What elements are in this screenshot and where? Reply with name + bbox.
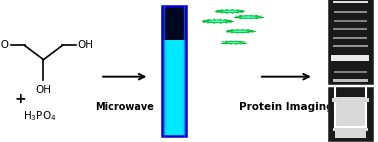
Ellipse shape [231, 30, 249, 33]
Bar [335, 97, 366, 138]
Bar [328, 0, 373, 84]
Bar [333, 28, 367, 30]
Ellipse shape [221, 10, 239, 13]
Text: Protein Imaging: Protein Imaging [239, 102, 334, 112]
Bar [332, 55, 369, 61]
Bar [328, 87, 373, 141]
Text: HO: HO [0, 40, 9, 50]
Bar [332, 99, 369, 102]
Text: Microwave: Microwave [95, 102, 154, 112]
Bar [333, 79, 368, 82]
Bar [333, 128, 368, 131]
Text: OH: OH [77, 40, 93, 50]
Ellipse shape [208, 20, 227, 23]
Bar [334, 20, 367, 22]
Bar [162, 6, 186, 136]
Text: H$_3$PO$_4$: H$_3$PO$_4$ [23, 109, 56, 123]
Text: OH: OH [36, 85, 51, 95]
Text: +: + [15, 92, 26, 106]
Bar [334, 71, 367, 73]
Bar [333, 1, 368, 3]
Ellipse shape [240, 16, 258, 18]
Ellipse shape [226, 41, 242, 44]
Bar [334, 11, 367, 13]
Bar [162, 40, 186, 136]
Bar [333, 45, 367, 47]
Bar [162, 6, 186, 40]
Bar [333, 37, 367, 39]
